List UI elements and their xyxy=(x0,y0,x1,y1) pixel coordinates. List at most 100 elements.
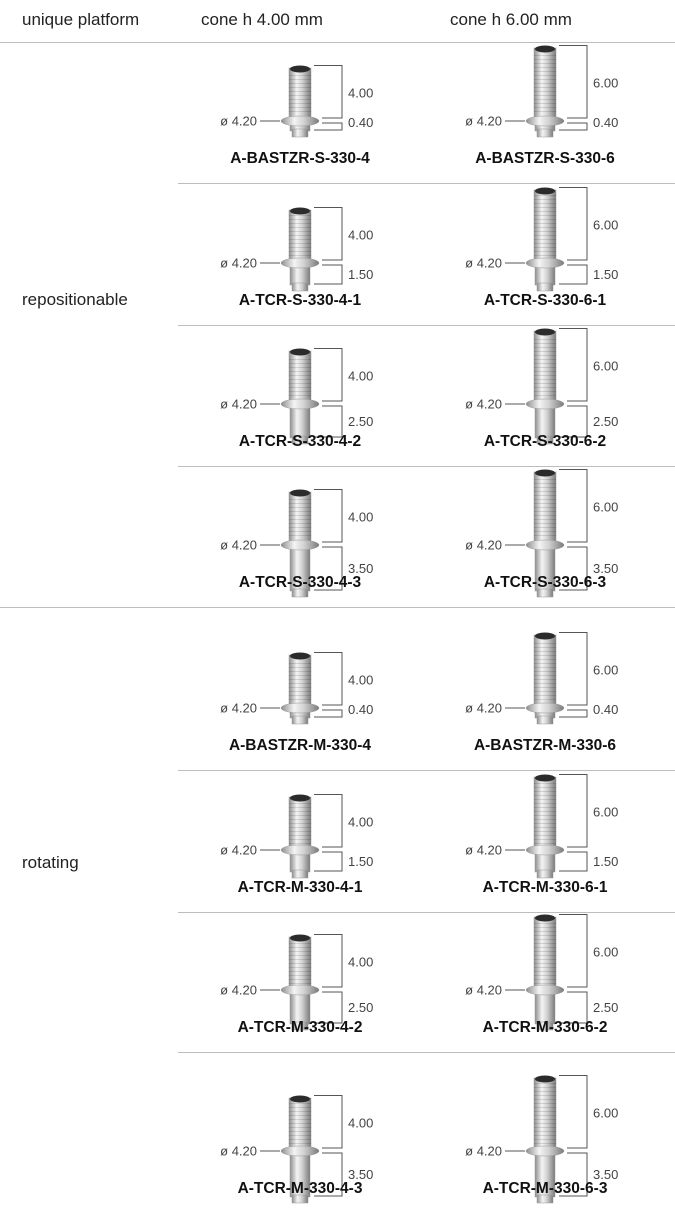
product-code: A-TCR-M-330-6-2 xyxy=(483,1019,608,1036)
product-code: A-BASTZR-M-330-4 xyxy=(229,737,371,754)
collar-height: 1.50 xyxy=(593,267,618,282)
abutment-top xyxy=(290,652,310,660)
abutment-hex xyxy=(291,715,309,725)
group-label: repositionable xyxy=(22,290,128,309)
cone-height: 4.00 xyxy=(348,369,373,384)
abutment-hex xyxy=(536,715,554,725)
abutment-hex xyxy=(291,1194,309,1204)
abutment-flange xyxy=(280,539,320,551)
abutment-hex xyxy=(536,588,554,598)
abutment-top xyxy=(290,207,310,215)
group-label: rotating xyxy=(22,853,79,872)
cone-height: 6.00 xyxy=(593,663,618,678)
dimension-line xyxy=(314,794,343,848)
abutment-ribs xyxy=(289,660,311,702)
cone-height: 4.00 xyxy=(348,86,373,101)
dimension-line xyxy=(314,652,343,706)
dimension-line xyxy=(559,914,588,988)
abutment-flange xyxy=(280,844,320,856)
abutment-flange xyxy=(525,398,565,410)
dimension-line xyxy=(559,546,588,591)
diameter-label: ø 4.20 xyxy=(465,538,502,553)
dimension-line xyxy=(559,187,588,261)
abutment-hex xyxy=(536,1194,554,1204)
dimension-line xyxy=(559,328,588,402)
abutment-ribs xyxy=(289,356,311,398)
product-cell: ø 4.20 4.00 2.50 A-TCR-M-330-4-2 xyxy=(220,934,373,1036)
abutment-top xyxy=(535,632,555,640)
dimension-line xyxy=(314,546,343,591)
abutment-hex xyxy=(291,282,309,292)
abutment-flange xyxy=(525,115,565,127)
diameter-label: ø 4.20 xyxy=(465,397,502,412)
diameter-label: ø 4.20 xyxy=(465,983,502,998)
abutment-ribs xyxy=(534,782,556,844)
collar-height: 0.40 xyxy=(593,702,618,717)
diameter-label: ø 4.20 xyxy=(220,114,257,129)
diameter-label: ø 4.20 xyxy=(465,114,502,129)
product-cell: ø 4.20 6.00 3.50A-TCR-S-330-6-3 xyxy=(465,469,618,598)
abutment-top xyxy=(535,774,555,782)
diameter-label: ø 4.20 xyxy=(220,843,257,858)
product-cell: ø 4.20 6.00 1.50 A-TCR-M-330-6-1 xyxy=(465,774,618,896)
abutment-hex xyxy=(536,128,554,138)
abutment-top xyxy=(535,328,555,336)
abutment-top xyxy=(535,1075,555,1083)
dimension-line xyxy=(314,348,343,402)
abutment-flange xyxy=(525,539,565,551)
abutment-flange xyxy=(280,398,320,410)
cone-height: 6.00 xyxy=(593,805,618,820)
abutment-ribs xyxy=(534,336,556,398)
abutment-flange xyxy=(280,1145,320,1157)
abutment-flange xyxy=(280,257,320,269)
abutment-ribs xyxy=(534,53,556,115)
cone-height: 6.00 xyxy=(593,359,618,374)
product-code: A-TCR-S-330-4-2 xyxy=(239,433,361,450)
abutment-ribs xyxy=(289,1103,311,1145)
collar-height: 3.50 xyxy=(593,1167,618,1182)
abutment-top xyxy=(535,914,555,922)
abutment-ribs xyxy=(289,942,311,984)
product-code: A-TCR-M-330-4-2 xyxy=(238,1019,363,1036)
abutment-ribs xyxy=(534,640,556,702)
collar-height: 0.40 xyxy=(593,115,618,130)
product-code: A-BASTZR-S-330-4 xyxy=(230,150,370,167)
product-code: A-BASTZR-M-330-6 xyxy=(474,737,616,754)
dimension-line xyxy=(559,122,588,131)
dimension-line xyxy=(314,709,343,718)
column-header: cone h 6.00 mm xyxy=(450,10,572,29)
dimension-line xyxy=(559,632,588,706)
diameter-label: ø 4.20 xyxy=(465,701,502,716)
product-cell: ø 4.20 4.00 3.50A-TCR-S-330-4-3 xyxy=(220,489,373,598)
dimension-line xyxy=(314,207,343,261)
abutment-top xyxy=(290,794,310,802)
product-code: A-TCR-S-330-4-3 xyxy=(239,574,362,591)
dimension-line xyxy=(314,65,343,119)
product-code: A-TCR-M-330-4-1 xyxy=(238,879,363,896)
diameter-label: ø 4.20 xyxy=(465,256,502,271)
dimension-line xyxy=(559,991,588,1024)
cone-height: 4.00 xyxy=(348,955,373,970)
dimension-line xyxy=(559,264,588,285)
collar-height: 2.50 xyxy=(593,414,618,429)
cone-height: 4.00 xyxy=(348,815,373,830)
product-cell: ø 4.20 6.00 0.40 A-BASTZR-M-330-6 xyxy=(465,632,618,754)
diameter-label: ø 4.20 xyxy=(220,256,257,271)
dimension-line xyxy=(559,45,588,119)
abutment-flange xyxy=(525,984,565,996)
dimension-line xyxy=(314,489,343,543)
cone-height: 4.00 xyxy=(348,228,373,243)
collar-height: 3.50 xyxy=(348,561,373,576)
abutment-ribs xyxy=(289,497,311,539)
abutment-flange xyxy=(525,844,565,856)
abutment-top xyxy=(290,348,310,356)
product-cell: ø 4.20 6.00 3.50A-TCR-M-330-6-3 xyxy=(465,1075,618,1204)
product-code: A-TCR-M-330-4-3 xyxy=(238,1180,363,1197)
abutment-flange xyxy=(525,702,565,714)
cone-height: 4.00 xyxy=(348,510,373,525)
product-code: A-TCR-M-330-6-1 xyxy=(483,879,608,896)
product-code: A-TCR-S-330-4-1 xyxy=(239,292,362,309)
dimension-line xyxy=(314,405,343,438)
cone-height: 4.00 xyxy=(348,673,373,688)
abutment-flange xyxy=(280,984,320,996)
